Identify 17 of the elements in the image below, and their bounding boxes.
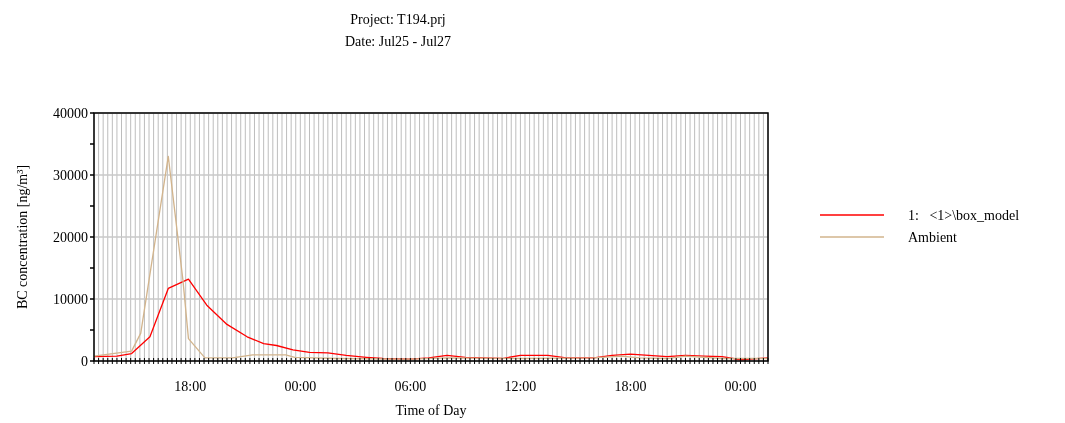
x-tick-label: 18:00 [174,379,207,394]
x-tick-label: 18:00 [614,379,647,394]
legend-label: Ambient [908,230,958,245]
legend-label: 1: <1>\box_model [908,208,1020,223]
x-axis-title: Time of Day [395,403,467,418]
x-tick-label: 00:00 [284,379,317,394]
y-tick-label: 40000 [53,106,88,121]
y-tick-label: 30000 [53,168,88,183]
y-tick-label: 20000 [53,230,88,245]
chart-title: Project: T194.prj [350,12,446,27]
y-tick-label: 0 [81,354,88,369]
y-tick-label: 10000 [53,292,88,307]
y-axis-title: BC concentration [ng/m³] [15,164,30,310]
x-tick-label: 12:00 [504,379,537,394]
chart-subtitle: Date: Jul25 - Jul27 [344,34,452,49]
x-tick-label: 06:00 [394,379,427,394]
x-tick-label: 00:00 [724,379,757,394]
